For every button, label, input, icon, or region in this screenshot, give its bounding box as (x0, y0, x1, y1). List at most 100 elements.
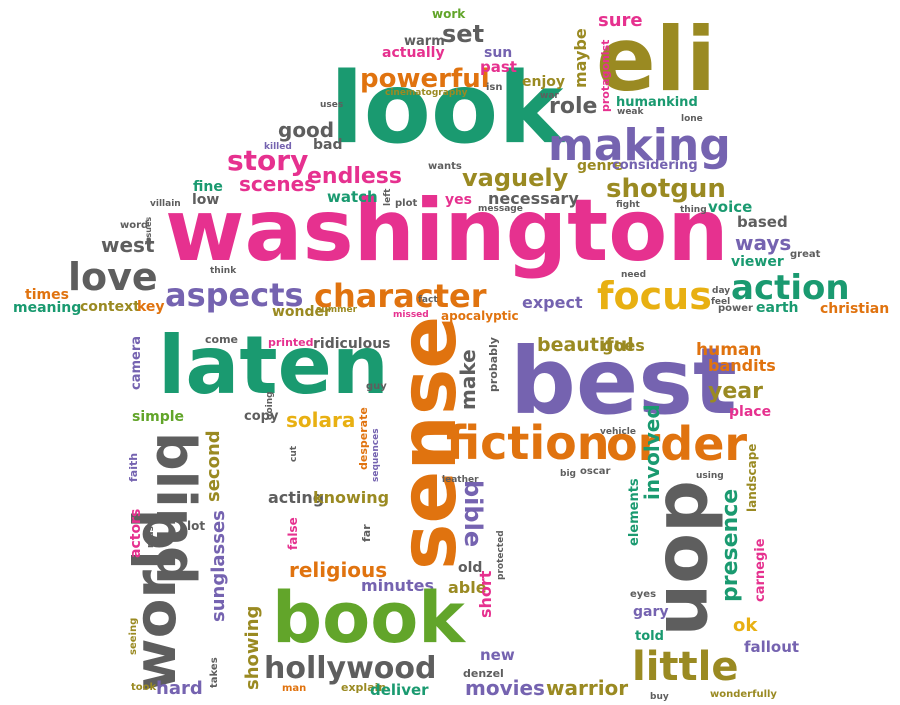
word-killed: killed (264, 142, 292, 152)
word-eyes: eyes (630, 589, 657, 600)
word-fact: fact (418, 295, 438, 305)
word-took: took (131, 682, 157, 693)
word-great: great (790, 249, 821, 260)
word-make: make (456, 349, 480, 410)
word-love: love (68, 255, 158, 299)
word-warrior: warrior (546, 676, 629, 700)
word-sequences: sequences (371, 428, 381, 482)
word-warm: warm (404, 34, 445, 49)
word-christian: christian (820, 301, 890, 317)
word-missed: missed (393, 310, 429, 320)
word-based: based (737, 213, 788, 231)
word-bible: bible (459, 480, 487, 548)
word-religious: religious (289, 558, 388, 582)
word-leather: leather (442, 475, 479, 485)
word-cinematography: cinematography (385, 88, 468, 98)
word-gary: gary (633, 604, 669, 620)
word-camera: camera (129, 335, 144, 390)
word-viewer: viewer (731, 254, 784, 270)
word-eli: eli (596, 8, 717, 111)
word-carnegie: carnegie (753, 538, 768, 602)
word-watch: watch (327, 188, 378, 206)
word-takes: takes (209, 657, 220, 688)
word-summer: summer (316, 305, 358, 315)
word-character: character (314, 277, 487, 315)
word-times: times (25, 287, 69, 303)
word-knowing: knowing (313, 488, 390, 507)
word-left: left (383, 188, 393, 206)
word-movies: movies (465, 676, 545, 700)
word-guy: guy (366, 381, 387, 392)
word-acting: acting (268, 488, 325, 507)
word-action: action (731, 268, 850, 308)
word-explain: explain (341, 681, 387, 694)
word-apocalyptic: apocalyptic (441, 309, 519, 323)
word-past: past (480, 58, 517, 76)
word-human: human (696, 340, 762, 360)
word-oscar: oscar (580, 466, 611, 477)
word-fallout: fallout (744, 638, 800, 656)
word-actors: actors (128, 508, 144, 558)
word-landscape: landscape (745, 443, 759, 512)
word-old: old (458, 560, 483, 576)
word-think: think (210, 266, 237, 276)
word-shotgun: shotgun (606, 174, 726, 204)
word-maybe: maybe (571, 28, 590, 88)
word-goes: goes (602, 336, 645, 355)
word-need: need (621, 270, 647, 280)
word-bad: bad (313, 137, 343, 153)
word-plot: plot (395, 198, 418, 209)
word-year: year (708, 379, 763, 404)
word-villain: villain (150, 199, 181, 209)
word-powerful: powerful (360, 64, 490, 94)
word-focus: focus (597, 274, 712, 318)
word-cut: cut (289, 445, 299, 462)
word-false: false (286, 517, 300, 550)
word-faith: faith (127, 452, 140, 482)
word-feel: feel (711, 297, 731, 307)
word-meaning: meaning (13, 300, 82, 316)
word-solara: solara (286, 408, 356, 432)
word-elements: elements (627, 478, 642, 546)
word-wants: wants (428, 161, 462, 172)
word-showing: showing (242, 605, 263, 690)
word-vehicle: vehicle (600, 427, 636, 437)
word-good: good (278, 118, 335, 142)
word-able: able (448, 578, 487, 597)
word-west: west (101, 233, 155, 257)
word-vaguely: vaguely (462, 164, 569, 192)
word-fine: fine (193, 179, 223, 195)
word-come: come (205, 333, 238, 346)
word-copy: copy (244, 409, 279, 424)
word-desperate: desperate (357, 407, 370, 470)
word-weak: weak (617, 107, 644, 117)
word-blind: blind (144, 432, 207, 585)
word-lot: lot (187, 519, 206, 533)
word-message: message (478, 204, 523, 214)
word-power: power (718, 303, 753, 314)
word-sure: sure (598, 10, 643, 31)
word-look: look (330, 52, 564, 166)
word-buy: buy (650, 692, 669, 702)
word-sunglasses: sunglasses (208, 510, 229, 622)
word-fiction: fiction (446, 416, 610, 470)
word-considering: considering (612, 158, 698, 173)
word-washington: washington (165, 181, 729, 281)
word-aspects: aspects (165, 276, 304, 314)
word-protected: protected (496, 530, 506, 580)
word-actually: actually (382, 45, 445, 61)
word-laten: laten (158, 319, 389, 412)
word-little: little (632, 644, 739, 690)
word-printed: printed (268, 336, 314, 349)
word-story: story (227, 144, 309, 177)
word-short: short (476, 570, 495, 618)
word-key: key (137, 299, 165, 315)
word-lone: lone (681, 114, 703, 124)
word-sun: sun (484, 45, 513, 61)
word-necessary: necessary (488, 189, 579, 208)
word-expect: expect (522, 293, 583, 312)
word-thing: thing (680, 205, 707, 215)
word-enjoy: enjoy (522, 74, 566, 90)
word-big: big (560, 469, 576, 479)
word-hollywood: hollywood (264, 651, 437, 686)
